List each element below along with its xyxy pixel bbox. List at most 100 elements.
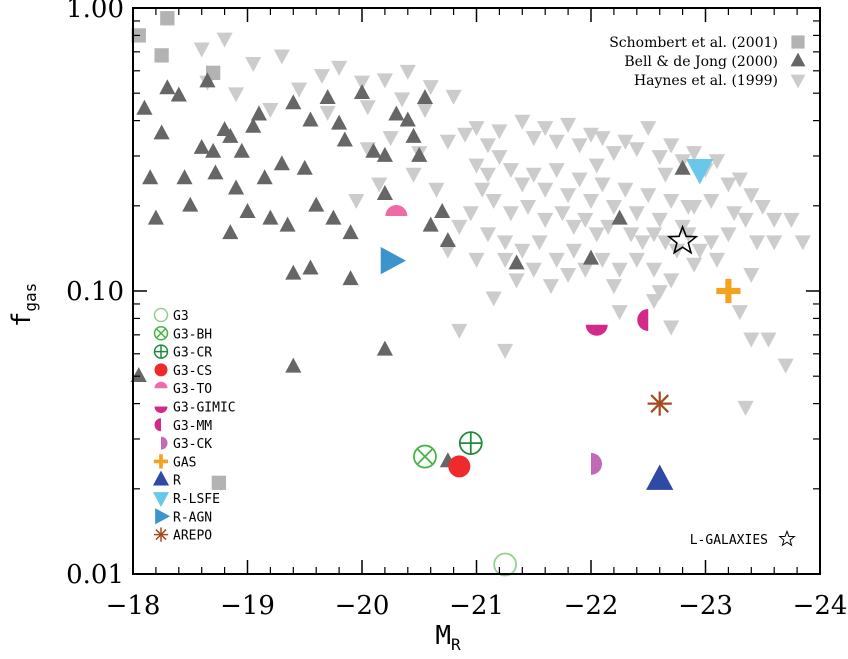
point-haynes-13 <box>290 82 308 98</box>
point-haynes-45 <box>720 177 737 193</box>
point-haynes-24 <box>456 127 474 143</box>
point-bell-10 <box>205 142 222 158</box>
model-legend-marker <box>153 454 169 469</box>
point-haynes-9 <box>422 80 439 96</box>
point-haynes-8 <box>399 64 416 80</box>
point-haynes-1 <box>216 32 233 48</box>
point-bell-37 <box>399 111 416 127</box>
point-haynes-122 <box>794 235 811 251</box>
point-haynes-72 <box>519 199 537 215</box>
point-haynes-93 <box>531 235 548 251</box>
point-bell-20 <box>222 224 239 240</box>
point-bell-48 <box>376 340 393 356</box>
point-haynes-51 <box>479 167 497 183</box>
point-haynes-40 <box>663 138 680 154</box>
x-axis-label: MR <box>435 621 461 654</box>
model-legend-marker <box>154 418 161 432</box>
point-bell-27 <box>308 196 325 212</box>
point-haynes-27 <box>514 114 531 130</box>
point-haynes-92 <box>514 243 531 259</box>
point-haynes-115 <box>474 182 491 198</box>
point-haynes-38 <box>640 121 657 137</box>
point-bell-23 <box>279 216 296 232</box>
model-legend-label: G3-MM <box>173 419 212 434</box>
point-haynes-5 <box>331 60 348 76</box>
model-legend-marker <box>161 436 168 450</box>
x-tick-label: −24 <box>793 591 848 621</box>
point-bell-24 <box>285 94 302 110</box>
point-haynes-104 <box>542 279 559 295</box>
point-haynes-125 <box>743 332 760 348</box>
y-axis-label-main: f <box>7 312 37 328</box>
model-legend-marker <box>153 527 169 542</box>
point-haynes-3 <box>273 49 290 65</box>
point-haynes-32 <box>571 138 588 154</box>
point-bell-14 <box>227 179 245 195</box>
point-haynes-75 <box>565 219 582 235</box>
point-haynes-61 <box>594 177 611 193</box>
point-haynes-98 <box>611 262 628 278</box>
point-g3-bh-0 <box>413 444 437 469</box>
x-tick-label: −22 <box>564 591 619 621</box>
point-haynes-49 <box>766 212 783 228</box>
y-axis-label: fgas <box>7 283 40 328</box>
point-bell-53 <box>611 209 628 225</box>
point-bell-55 <box>508 254 525 270</box>
point-bell-44 <box>376 184 393 200</box>
point-bell-36 <box>388 105 405 121</box>
point-haynes-117 <box>405 167 422 183</box>
y-tick-label: 0.01 <box>66 560 124 590</box>
point-haynes-124 <box>731 305 748 321</box>
point-haynes-31 <box>560 117 577 133</box>
point-haynes-94 <box>548 252 565 268</box>
point-schombert-4 <box>211 475 227 490</box>
point-bell-15 <box>233 142 250 158</box>
ref-legend-marker <box>791 35 805 49</box>
x-tick-label: −18 <box>106 591 161 621</box>
point-haynes-102 <box>508 273 525 289</box>
point-haynes-57 <box>548 163 565 179</box>
point-bell-0 <box>136 99 153 115</box>
point-bell-18 <box>250 105 268 121</box>
x-axis-label-main: M <box>435 621 451 651</box>
x-tick-label: −20 <box>335 591 390 621</box>
point-bell-54 <box>674 159 691 175</box>
point-bell-52 <box>582 249 600 265</box>
point-haynes-77 <box>588 227 605 243</box>
point-haynes-25 <box>479 138 497 154</box>
ref-legend-marker <box>790 74 806 89</box>
point-haynes-39 <box>651 150 668 166</box>
model-legend-marker <box>155 508 171 525</box>
point-haynes-6 <box>353 75 371 91</box>
point-haynes-48 <box>754 199 771 215</box>
point-bell-2 <box>147 209 164 225</box>
point-haynes-80 <box>634 235 651 251</box>
point-haynes-101 <box>663 273 680 289</box>
ref-legend-marker <box>790 52 806 67</box>
point-haynes-70 <box>485 193 502 209</box>
point-haynes-44 <box>708 154 726 170</box>
model-legend-label: R <box>173 474 181 489</box>
point-g3-0 <box>493 552 518 577</box>
point-haynes-12 <box>262 103 279 119</box>
point-bell-47 <box>342 270 359 286</box>
point-haynes-30 <box>548 134 565 150</box>
model-legend-label: R-LSFE <box>173 492 220 507</box>
point-haynes-58 <box>560 188 577 204</box>
point-haynes-67 <box>663 193 680 209</box>
point-haynes-42 <box>685 146 703 162</box>
point-bell-39 <box>411 146 428 162</box>
point-haynes-86 <box>703 235 720 251</box>
point-haynes-105 <box>560 267 577 283</box>
point-haynes-74 <box>554 206 571 222</box>
point-haynes-84 <box>680 227 697 243</box>
point-haynes-90 <box>479 227 497 243</box>
point-bell-35 <box>376 146 393 162</box>
model-legend-label: G3-CK <box>173 437 212 452</box>
model-legend-label: G3-CS <box>173 364 212 379</box>
point-haynes-131 <box>611 305 628 321</box>
point-bell-26 <box>302 111 319 127</box>
point-haynes-0 <box>193 42 210 58</box>
model-legend-marker <box>154 406 168 413</box>
